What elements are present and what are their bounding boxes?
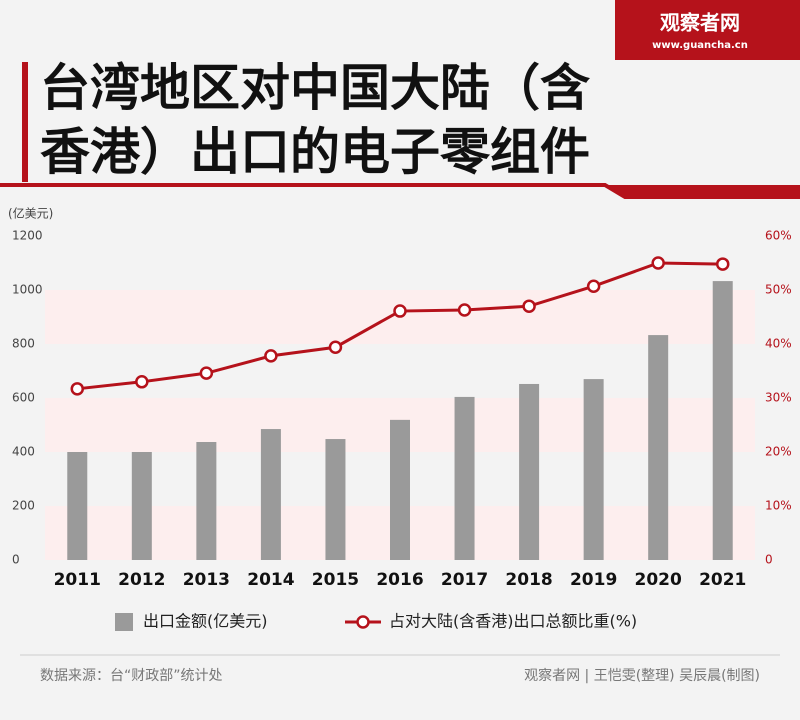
legend-label: 占对大陆(含香港)出口总额比重(%) (389, 612, 637, 631)
title-rule-fill (605, 185, 800, 197)
y-tick-label: 800 (12, 337, 35, 351)
x-tick-label: 2020 (635, 570, 682, 590)
x-tick-label: 2012 (118, 570, 165, 590)
y2-tick-label: 40% (765, 337, 792, 351)
title-accent (22, 62, 28, 182)
legend-swatch (356, 615, 370, 629)
x-tick-label: 2013 (183, 570, 230, 590)
logo-name: 观察者网 (660, 11, 740, 35)
y2-tick-label: 0 (765, 553, 773, 567)
y-tick-label: 0 (12, 553, 20, 567)
y2-tick-label: 60% (765, 229, 792, 243)
credit: 观察者网 | 王恺雯(整理) 吴辰晨(制图) (524, 667, 760, 684)
legend-label: 出口金额(亿美元) (143, 612, 268, 631)
point (328, 340, 343, 354)
point (715, 257, 730, 271)
y2-tick-label: 20% (765, 445, 792, 459)
point (135, 375, 149, 389)
point (393, 304, 407, 318)
bar (67, 452, 88, 560)
logo-url: www.guancha.cn (652, 40, 748, 51)
y-unit: (亿美元) (8, 206, 53, 221)
point (522, 299, 536, 313)
y-tick-label: 1000 (12, 283, 43, 297)
bar (712, 281, 733, 560)
bar (260, 429, 281, 560)
x-tick-label: 2015 (312, 570, 359, 590)
point (457, 303, 472, 317)
point (70, 382, 85, 396)
bar (583, 379, 604, 560)
legend-swatch (115, 613, 133, 631)
chart-title: 台湾地区对中国大陆（含香港）出口的电子零组件 (40, 59, 590, 181)
point (586, 279, 601, 293)
y-tick-label: 200 (12, 499, 35, 513)
bar (648, 335, 669, 560)
x-tick-label: 2021 (699, 570, 746, 590)
point (651, 256, 665, 270)
logo-box (615, 0, 800, 60)
bar (325, 439, 346, 560)
bar (454, 396, 475, 560)
x-tick-label: 2014 (247, 570, 294, 590)
point (199, 366, 214, 380)
x-tick-label: 2011 (54, 570, 101, 590)
y-tick-label: 1200 (12, 229, 43, 243)
x-tick-label: 2016 (376, 570, 423, 590)
x-tick-label: 2019 (570, 570, 617, 590)
y2-tick-label: 50% (765, 283, 792, 297)
bar (196, 442, 217, 560)
source: 数据来源：台“财政部”统计处 (40, 668, 223, 684)
bar (390, 419, 410, 560)
x-tick-label: 2017 (441, 570, 488, 590)
point (264, 349, 278, 363)
y-tick-label: 600 (12, 391, 35, 405)
y2-tick-label: 30% (765, 391, 792, 405)
x-tick-label: 2018 (505, 570, 552, 590)
bar (519, 383, 540, 560)
bar (131, 452, 152, 560)
y-tick-label: 400 (12, 445, 35, 459)
y2-tick-label: 10% (765, 499, 792, 513)
